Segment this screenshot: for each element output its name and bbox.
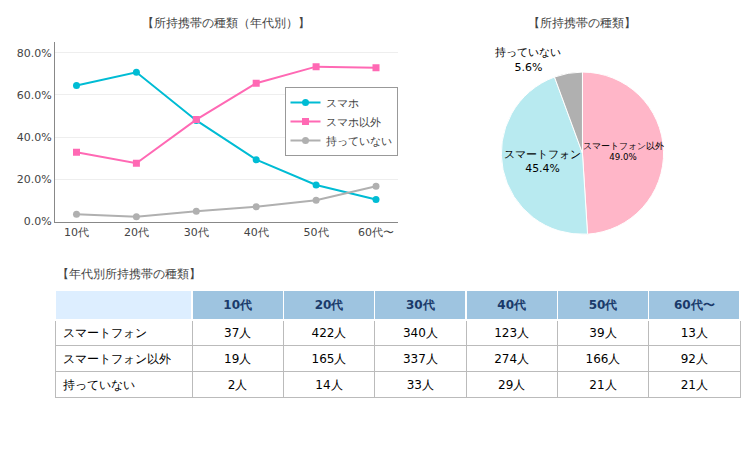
svg-text:50代: 50代 bbox=[304, 226, 329, 239]
svg-text:持っていない: 持っていない bbox=[63, 378, 135, 392]
svg-text:スマートフォン以外49.0%: スマートフォン以外49.0% bbox=[583, 141, 664, 162]
svg-text:【所持携帯の種類（年代別）】: 【所持携帯の種類（年代別）】 bbox=[142, 16, 310, 30]
svg-text:60代〜: 60代〜 bbox=[674, 298, 715, 312]
svg-text:92人: 92人 bbox=[681, 352, 708, 366]
svg-text:【所持携帯の種類】: 【所持携帯の種類】 bbox=[528, 16, 636, 30]
svg-text:165人: 165人 bbox=[312, 352, 347, 366]
svg-text:30代: 30代 bbox=[406, 298, 435, 312]
svg-text:13人: 13人 bbox=[681, 326, 708, 340]
svg-text:持っていない5.6%: 持っていない5.6% bbox=[495, 46, 561, 73]
svg-text:スマートフォン以外: スマートフォン以外 bbox=[63, 352, 171, 366]
svg-text:0.0%: 0.0% bbox=[24, 215, 52, 228]
svg-text:337人: 337人 bbox=[403, 352, 438, 366]
svg-text:20代: 20代 bbox=[124, 226, 149, 239]
svg-text:スマホ: スマホ bbox=[326, 97, 359, 110]
svg-text:2人: 2人 bbox=[228, 378, 248, 392]
svg-text:40.0%: 40.0% bbox=[17, 131, 52, 144]
svg-text:60代〜: 60代〜 bbox=[358, 226, 394, 239]
svg-text:40代: 40代 bbox=[244, 226, 269, 239]
svg-text:14人: 14人 bbox=[315, 378, 342, 392]
svg-text:60.0%: 60.0% bbox=[17, 89, 52, 102]
svg-text:19人: 19人 bbox=[224, 352, 251, 366]
svg-text:スマートフォン: スマートフォン bbox=[63, 326, 147, 340]
svg-text:50代: 50代 bbox=[589, 298, 618, 312]
svg-text:37人: 37人 bbox=[224, 326, 251, 340]
svg-text:20.0%: 20.0% bbox=[17, 173, 52, 186]
svg-text:166人: 166人 bbox=[586, 352, 621, 366]
svg-text:持っていない: 持っていない bbox=[326, 135, 392, 148]
svg-text:10代: 10代 bbox=[64, 226, 89, 239]
svg-text:123人: 123人 bbox=[494, 326, 529, 340]
svg-text:30代: 30代 bbox=[184, 226, 209, 239]
svg-text:274人: 274人 bbox=[494, 352, 529, 366]
svg-text:10代: 10代 bbox=[223, 298, 252, 312]
svg-text:スマホ以外: スマホ以外 bbox=[326, 116, 381, 129]
svg-text:33人: 33人 bbox=[407, 378, 434, 392]
svg-text:39人: 39人 bbox=[589, 326, 616, 340]
svg-text:21人: 21人 bbox=[589, 378, 616, 392]
svg-text:29人: 29人 bbox=[498, 378, 525, 392]
svg-text:40代: 40代 bbox=[497, 298, 526, 312]
svg-text:21人: 21人 bbox=[681, 378, 708, 392]
svg-text:【年代別所持携帯の種類】: 【年代別所持携帯の種類】 bbox=[57, 267, 201, 281]
svg-text:スマートフォン45.4%: スマートフォン45.4% bbox=[504, 148, 581, 175]
svg-text:422人: 422人 bbox=[312, 326, 347, 340]
svg-text:340人: 340人 bbox=[403, 326, 438, 340]
svg-text:80.0%: 80.0% bbox=[17, 47, 52, 60]
svg-text:20代: 20代 bbox=[315, 298, 344, 312]
